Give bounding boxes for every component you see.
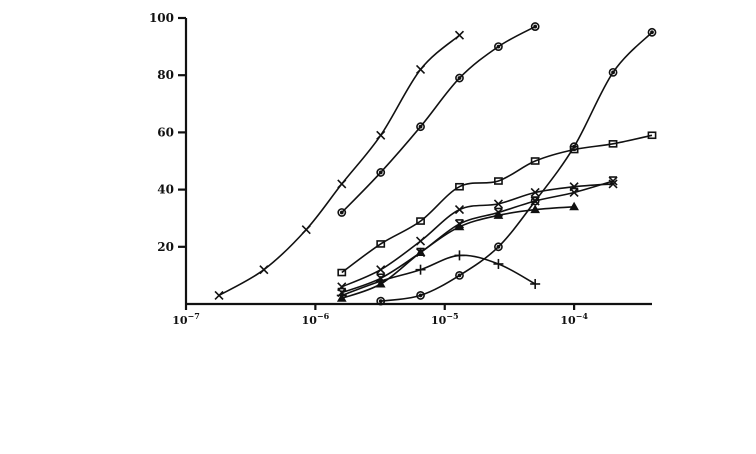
series-5: [337, 176, 618, 298]
data-point: [569, 187, 579, 198]
data-point: [530, 187, 540, 198]
data-point: [415, 247, 426, 257]
data-point: [647, 131, 657, 140]
y-tick-label: 80: [157, 68, 174, 82]
data-point: [494, 242, 503, 252]
data-point: [493, 258, 504, 269]
y-tick-label: 60: [157, 125, 174, 139]
data-point: [493, 199, 503, 209]
data-point: [375, 276, 386, 287]
y-tick-label: 40: [157, 183, 174, 197]
data-point: [569, 142, 579, 152]
data-point: [494, 42, 503, 51]
data-point: [337, 179, 347, 189]
data-point: [376, 240, 386, 248]
x-tick-label: 10−7: [172, 311, 200, 327]
series-line: [341, 134, 653, 274]
data-point: [415, 264, 426, 275]
series-line: [341, 254, 536, 297]
data-point: [454, 30, 465, 40]
data-point: [376, 130, 386, 140]
data-point: [530, 278, 541, 289]
data-point: [416, 291, 425, 300]
series: [214, 22, 657, 306]
series-line: [341, 183, 614, 288]
data-point: [454, 221, 465, 231]
data-point: [530, 157, 540, 165]
series-3: [337, 131, 657, 277]
data-point: [337, 208, 347, 217]
series-2: [337, 22, 540, 217]
data-point: [415, 64, 426, 75]
data-point: [455, 182, 464, 191]
data-point: [647, 27, 657, 37]
data-point: [337, 268, 347, 277]
data-point: [259, 265, 269, 275]
data-point: [376, 265, 386, 275]
data-point: [608, 140, 618, 148]
y-tick-label: 20: [157, 240, 174, 254]
series-line: [341, 180, 614, 294]
data-point: [530, 204, 541, 214]
series-1: [214, 30, 465, 300]
series-7: [336, 250, 541, 301]
data-point: [494, 177, 503, 185]
data-point: [416, 122, 425, 132]
data-point: [336, 290, 347, 301]
data-point: [608, 176, 618, 186]
x-tick-label: 10−5: [431, 311, 459, 327]
series-8: [376, 27, 657, 306]
data-point: [454, 205, 465, 215]
data-point: [415, 236, 426, 246]
data-point: [530, 22, 540, 31]
series-line: [341, 25, 536, 214]
data-point: [214, 290, 224, 300]
x-tick-label: 10−4: [560, 311, 588, 327]
data-point: [416, 217, 425, 225]
data-point: [455, 270, 464, 280]
data-point: [454, 250, 465, 261]
series-line: [380, 31, 653, 302]
series-6: [336, 201, 579, 302]
data-point: [455, 73, 464, 83]
x-tick-label: 10−6: [302, 311, 330, 327]
y-tick-label: 100: [149, 11, 174, 25]
data-point: [493, 210, 504, 219]
ticks: 20 40 60 80 100 10−7 10−6 10−5 10−4: [149, 11, 588, 327]
data-point: [376, 296, 386, 306]
data-point: [569, 201, 579, 211]
axes: [184, 18, 652, 306]
data-point: [608, 67, 618, 77]
data-point: [301, 225, 311, 235]
data-point: [530, 196, 540, 206]
data-point: [376, 168, 386, 177]
